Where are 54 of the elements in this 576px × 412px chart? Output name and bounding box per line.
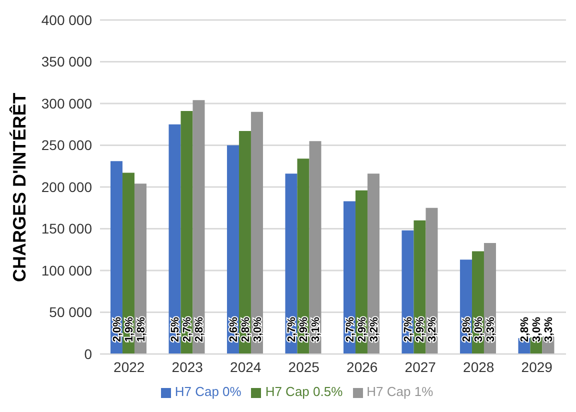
annotation: 2,5% xyxy=(170,316,182,342)
y-tick-label: 150 000 xyxy=(41,220,92,237)
annotation: 3,0% xyxy=(472,316,485,342)
x-tick-label: 2026 xyxy=(346,358,378,375)
bar xyxy=(297,158,310,354)
annotation: 2,7% xyxy=(344,316,356,342)
bar xyxy=(180,111,193,354)
annotation: 2,9% xyxy=(298,316,310,342)
annotation: 3,3% xyxy=(484,316,497,342)
y-tick-label: 100 000 xyxy=(41,262,92,278)
y-tick-label: 200 000 xyxy=(41,178,92,195)
annotation: 3,0% xyxy=(252,316,264,342)
annotation: 2,8% xyxy=(240,316,252,342)
bar xyxy=(110,161,122,354)
bar xyxy=(238,131,251,354)
x-tick-label: 2028 xyxy=(463,358,494,375)
y-tick-label: 400 000 xyxy=(41,12,92,28)
annotation: 2,6% xyxy=(228,316,240,342)
bar xyxy=(309,141,322,354)
y-tick-label: 300 000 xyxy=(41,95,92,112)
annotation: 2,9% xyxy=(356,316,368,342)
x-tick-label: 2024 xyxy=(230,358,262,375)
y-tick-label: 50 000 xyxy=(49,304,92,320)
y-tick-label: 0 xyxy=(84,346,92,362)
bar xyxy=(250,112,263,354)
bar xyxy=(192,100,205,354)
legend-label: H7 Cap 0.5% xyxy=(265,384,343,399)
y-tick-label: 250 000 xyxy=(41,137,92,154)
annotation: 2,7% xyxy=(182,316,194,342)
annotation: 2,9% xyxy=(414,316,427,342)
x-tick-label: 2027 xyxy=(404,358,436,375)
bar xyxy=(168,124,181,354)
y-tick-label: 350 000 xyxy=(41,54,92,70)
annotation: 2,7% xyxy=(286,316,298,342)
bar xyxy=(226,145,239,354)
annotation: 2,7% xyxy=(402,316,415,342)
annotation: 2,0% xyxy=(111,316,124,342)
annotation: 3,0% xyxy=(531,316,544,342)
legend-label: H7 Cap 0% xyxy=(174,384,242,399)
annotation: 1,9% xyxy=(123,316,136,342)
x-tick-label: 2029 xyxy=(521,358,553,375)
annotation: 3,3% xyxy=(543,316,556,342)
annotation: 2,8% xyxy=(519,316,532,342)
annotation: 3,2% xyxy=(426,316,439,342)
annotation: 1,8% xyxy=(135,316,148,342)
legend-label: H7 Cap 1% xyxy=(366,384,434,399)
annotation: 3,2% xyxy=(368,316,380,342)
annotation: 2,8% xyxy=(194,316,206,342)
annotation: 3,1% xyxy=(310,316,322,342)
y-axis-title: CHARGES D'INTÉRÊT xyxy=(8,92,30,282)
annotation: 2,8% xyxy=(460,316,473,342)
x-tick-label: 2023 xyxy=(172,358,204,375)
x-tick-label: 2025 xyxy=(288,358,320,375)
x-tick-label: 2022 xyxy=(114,358,145,375)
